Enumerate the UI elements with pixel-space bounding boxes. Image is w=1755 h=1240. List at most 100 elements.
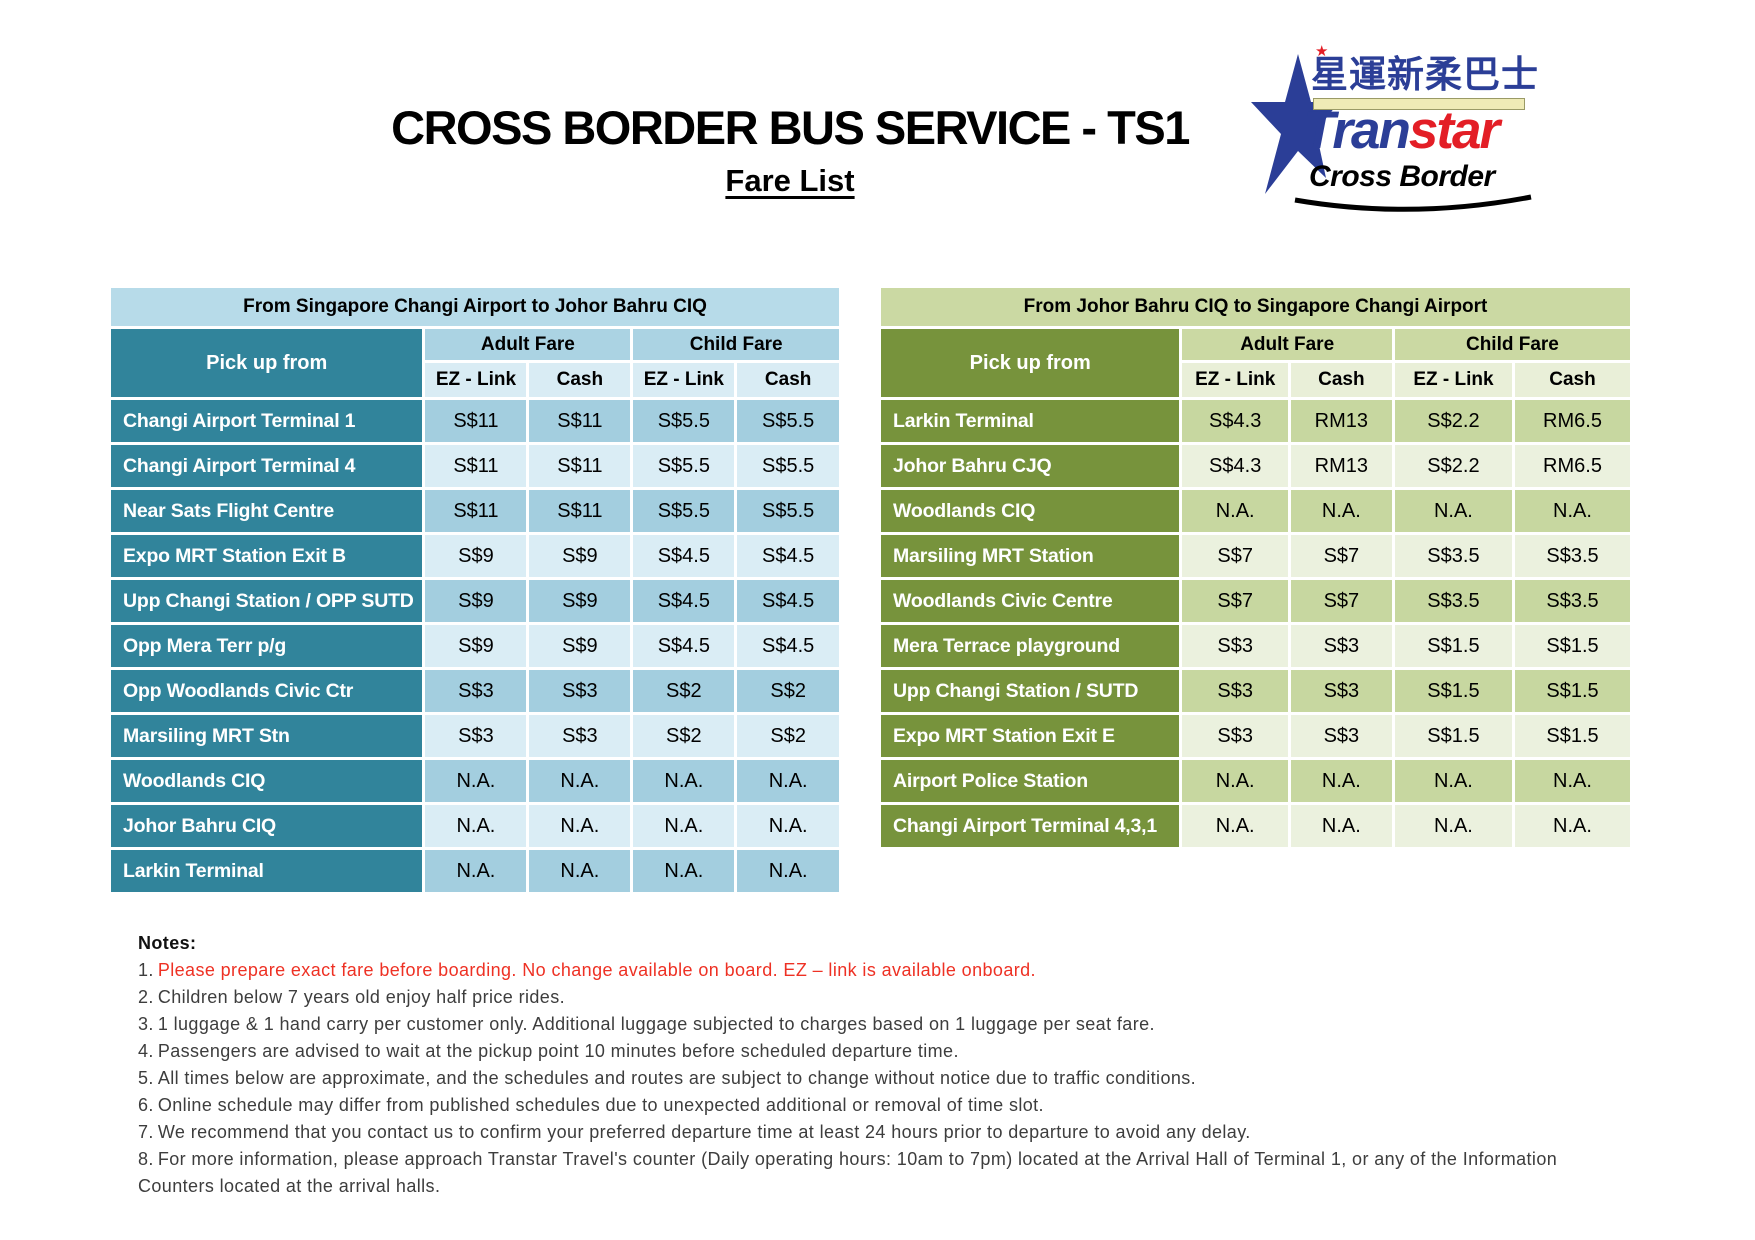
fare-value-cell: S$7 [1182,535,1288,577]
pickup-location-label: Expo MRT Station Exit B [111,535,423,577]
fare-value-cell: S$5.5 [633,445,735,487]
pickup-location-label: Airport Police Station [881,760,1180,802]
fare-value-cell: N.A. [1515,760,1630,802]
fare-value-cell: N.A. [1290,805,1392,847]
fare-value-cell: S$4.3 [1182,400,1288,442]
fare-value-cell: S$3 [1290,715,1392,757]
ezlink-column-header: EZ - Link [1394,363,1513,397]
table-row: Woodlands Civic Centre S$7 S$7 S$3.5 S$3.5 [881,580,1630,622]
adult-fare-header: Adult Fare [425,329,631,360]
fare-value-cell: S$2 [633,670,735,712]
pickup-location-label: Near Sats Flight Centre [111,490,423,532]
fare-value-cell: N.A. [425,760,527,802]
fare-value-cell: S$2 [737,670,839,712]
table-row: Upp Changi Station / SUTD S$3 S$3 S$1.5 S$1.… [881,670,1630,712]
fare-value-cell: S$3 [529,715,631,757]
fare-value-cell: S$4.5 [633,580,735,622]
fare-value-cell: S$3 [1290,670,1392,712]
fare-value-cell: S$9 [425,625,527,667]
note-item: 4. Passengers are advised to wait at the … [138,1038,1588,1065]
table-row: Larkin Terminal S$4.3 RM13 S$2.2 RM6.5 [881,400,1630,442]
fare-value-cell: S$1.5 [1394,715,1513,757]
fare-value-cell: RM13 [1290,445,1392,487]
table-row: Marsiling MRT Stn S$3 S$3 S$2 S$2 [111,715,839,757]
fare-value-cell: S$5.5 [737,445,839,487]
fare-value-cell: N.A. [737,760,839,802]
cash-column-header: Cash [1515,363,1630,397]
fare-value-cell: S$11 [529,490,631,532]
table-row: Airport Police Station N.A. N.A. N.A. N.A. [881,760,1630,802]
fare-value-cell: S$3 [529,670,631,712]
note-item: 3. 1 luggage & 1 hand carry per customer … [138,1011,1588,1038]
page-heading: CROSS BORDER BUS SERVICE - TS1 Fare List [40,100,1540,199]
pickup-location-label: Opp Mera Terr p/g [111,625,423,667]
fare-value-cell: N.A. [425,850,527,892]
pickup-location-label: Changi Airport Terminal 4 [111,445,423,487]
table-row: Johor Bahru CJQ S$4.3 RM13 S$2.2 RM6.5 [881,445,1630,487]
fare-value-cell: N.A. [1394,805,1513,847]
table-row: Opp Woodlands Civic Ctr S$3 S$3 S$2 S$2 [111,670,839,712]
fare-value-cell: S$11 [425,490,527,532]
fare-value-cell: N.A. [737,850,839,892]
fare-value-cell: S$3 [1182,670,1288,712]
fare-value-cell: S$4.5 [737,580,839,622]
fare-value-cell: S$3.5 [1515,535,1630,577]
note-number: 8. [138,1149,154,1169]
fare-value-cell: N.A. [1182,760,1288,802]
note-item: 7. We recommend that you contact us to co… [138,1119,1588,1146]
fare-value-cell: N.A. [529,805,631,847]
fare-value-cell: S$9 [425,535,527,577]
fare-value-cell: S$3 [1290,625,1392,667]
pickup-location-label: Upp Changi Station / SUTD [881,670,1180,712]
fare-value-cell: N.A. [1182,490,1288,532]
table-row: Larkin Terminal N.A. N.A. N.A. N.A. [111,850,839,892]
pickup-location-label: Opp Woodlands Civic Ctr [111,670,423,712]
fare-value-cell: S$11 [425,445,527,487]
note-item: 6. Online schedule may differ from publis… [138,1092,1588,1119]
pickup-location-label: Larkin Terminal [881,400,1180,442]
fare-value-cell: S$9 [529,625,631,667]
fare-value-cell: S$1.5 [1515,715,1630,757]
fare-value-cell: N.A. [529,850,631,892]
fare-table-sg-to-jb: From Singapore Changi Airport to Johor B… [108,285,842,895]
fare-value-cell: N.A. [633,805,735,847]
fare-value-cell: N.A. [1290,760,1392,802]
note-text: For more information, please approach Tr… [138,1149,1558,1196]
adult-fare-header: Adult Fare [1182,329,1392,360]
table-row: Near Sats Flight Centre S$11 S$11 S$5.5 S$5.… [111,490,839,532]
pickup-location-label: Marsiling MRT Station [881,535,1180,577]
table-row: Marsiling MRT Station S$7 S$7 S$3.5 S$3.5 [881,535,1630,577]
pickup-location-label: Mera Terrace playground [881,625,1180,667]
cash-column-header: Cash [1290,363,1392,397]
fare-value-cell: N.A. [633,850,735,892]
note-number: 3. [138,1014,154,1034]
fare-value-cell: S$4.3 [1182,445,1288,487]
fare-value-cell: S$4.5 [737,535,839,577]
logo-swoosh-line [1294,194,1532,212]
fare-value-cell: S$2 [633,715,735,757]
table-row: Upp Changi Station / OPP SUTD S$9 S$9 S$4.5… [111,580,839,622]
transtar-logo: 星運新柔巴士 ★ Transtar Cross Border [1243,42,1538,217]
fare-value-cell: N.A. [1394,760,1513,802]
fare-value-cell: N.A. [1290,490,1392,532]
table-row: Expo MRT Station Exit B S$9 S$9 S$4.5 S$4.5 [111,535,839,577]
table-row: Changi Airport Terminal 4,3,1 N.A. N.A. N.A… [881,805,1630,847]
fare-value-cell: N.A. [1515,490,1630,532]
fare-value-cell: S$3.5 [1394,580,1513,622]
fare-value-cell: N.A. [1182,805,1288,847]
table-row: Woodlands CIQ N.A. N.A. N.A. N.A. [111,760,839,802]
fare-value-cell: N.A. [425,805,527,847]
table-row: Mera Terrace playground S$3 S$3 S$1.5 S$1.5 [881,625,1630,667]
table-row: Changi Airport Terminal 4 S$11 S$11 S$5.5 S$… [111,445,839,487]
fare-value-cell: S$1.5 [1394,670,1513,712]
fare-value-cell: S$5.5 [633,400,735,442]
note-text: All times below are approximate, and the… [157,1068,1197,1088]
fare-value-cell: S$2 [737,715,839,757]
fare-value-cell: S$3.5 [1394,535,1513,577]
pickup-location-label: Larkin Terminal [111,850,423,892]
note-item: 8. For more information, please approach … [138,1146,1588,1200]
logo-brand-red: star [1408,101,1500,160]
page-title: CROSS BORDER BUS SERVICE - TS1 [391,101,1190,154]
cash-column-header: Cash [529,363,631,397]
note-number: 1. [138,960,154,980]
